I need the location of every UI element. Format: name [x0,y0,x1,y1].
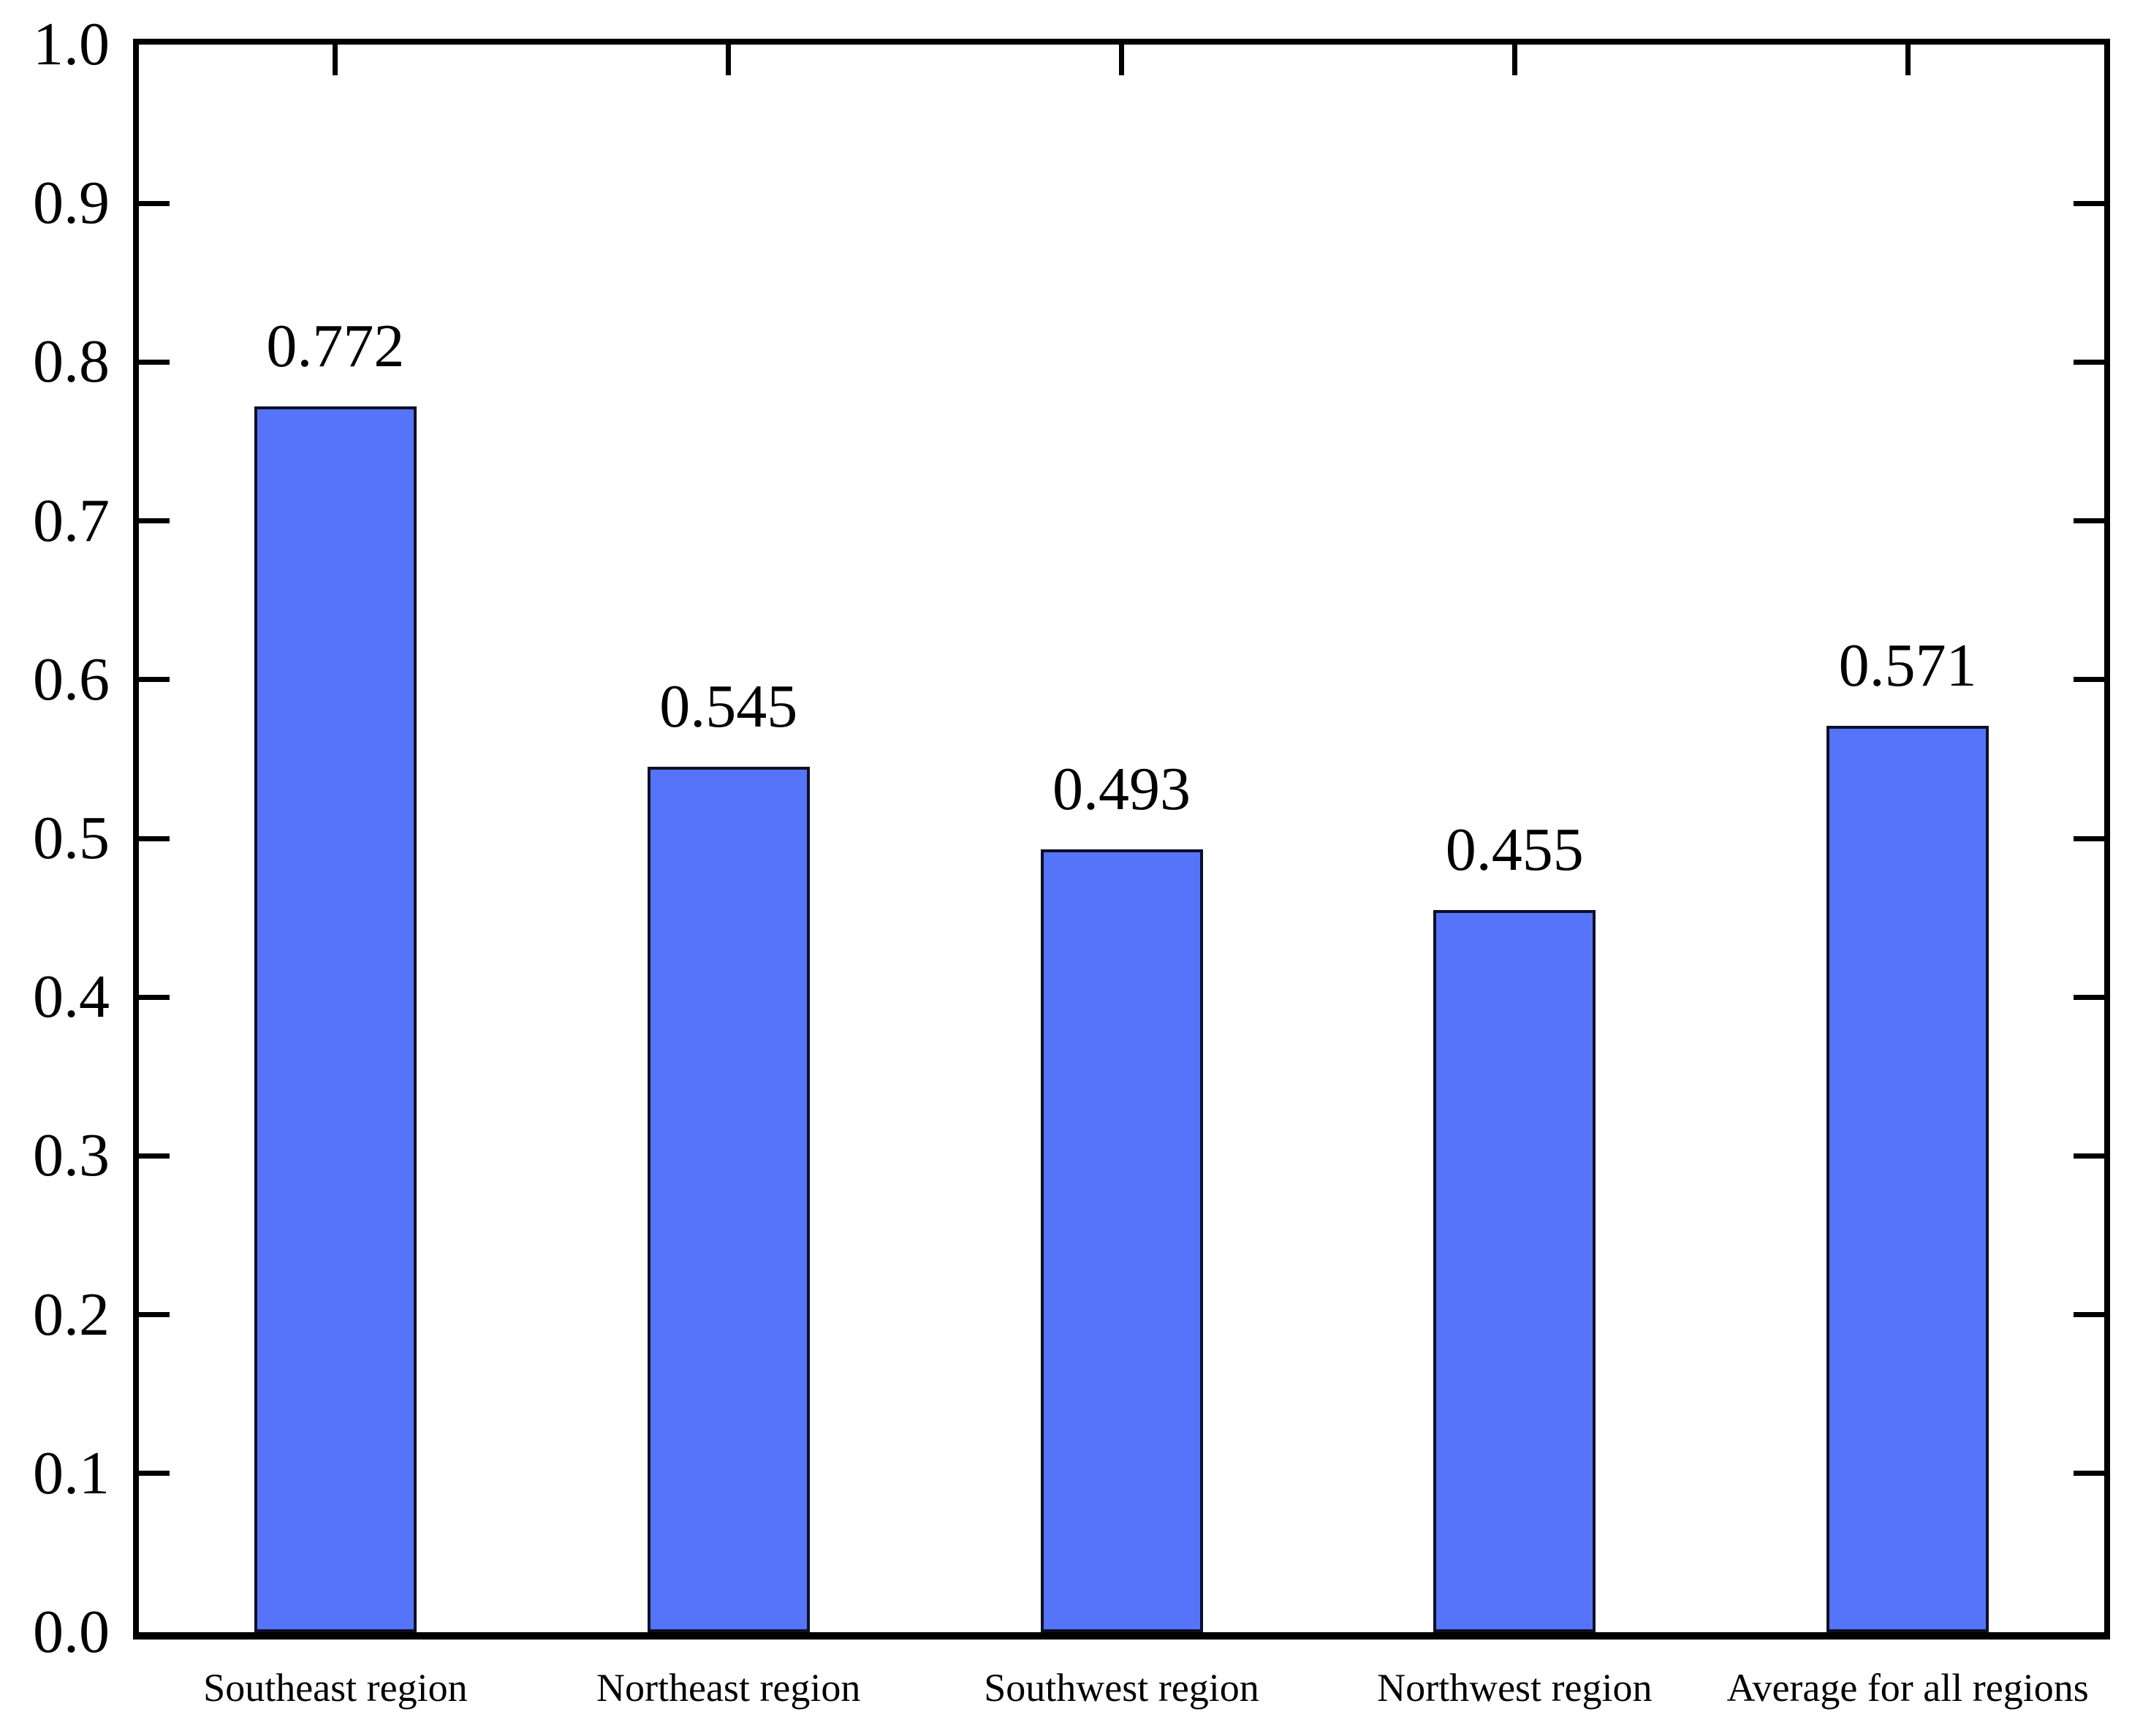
x-axis-top-tick [726,45,732,75]
y-axis-tick-left [139,677,170,683]
y-axis-tick-right [2074,835,2104,841]
y-axis-tick-left [139,1153,170,1159]
y-axis-tick-label: 0.1 [33,1439,110,1507]
bar-average-for-all-regions [1826,725,1989,1632]
y-axis-tick-label: 0.9 [33,169,110,238]
bar-southeast-region [254,406,417,1632]
bar-northeast-region [647,767,810,1632]
bar-value-label-northwest-region: 0.455 [1445,815,1584,884]
y-axis-tick-label: 0.8 [33,327,110,396]
y-axis-tick-label: 0.4 [33,963,110,1031]
bar-value-label-average-for-all-regions: 0.571 [1838,631,1977,700]
x-axis-top-tick [333,45,338,75]
y-axis-tick-right [2074,677,2104,683]
y-axis-tick-label: 0.0 [33,1598,110,1666]
y-axis-tick-label: 1.0 [33,10,110,78]
y-axis-tick-label: 0.7 [33,486,110,555]
y-axis-tick-label: 0.2 [33,1280,110,1349]
y-axis-tick-left [139,1471,170,1477]
x-axis-top-tick [1511,45,1517,75]
y-axis-tick-right [2074,1471,2104,1477]
x-axis-category-label-southeast-region: Southeast region [203,1666,468,1710]
bar-value-label-southwest-region: 0.493 [1052,755,1191,824]
x-axis-top-tick [1905,45,1911,75]
y-axis-tick-label: 0.3 [33,1121,110,1190]
x-axis-category-label-northeast-region: Northeast region [596,1666,861,1710]
y-axis-tick-left [139,994,170,1000]
plot-area: 0.772 0.545 0.493 0.455 0.571 [133,39,2110,1640]
y-axis-tick-left [139,518,170,524]
y-axis-tick-right [2074,1312,2104,1318]
x-axis-category-label-southwest-region: Southwest region [984,1666,1259,1710]
bar-northwest-region [1433,909,1596,1632]
y-axis-tick-right [2074,359,2104,365]
x-axis-top-tick [1119,45,1124,75]
y-axis-tick-right [2074,1153,2104,1159]
y-axis-tick-right [2074,200,2104,206]
y-axis-tick-right [2074,518,2104,524]
y-axis-tick-right [2074,994,2104,1000]
bar-southwest-region [1040,849,1203,1632]
bar-value-label-southeast-region: 0.772 [266,312,405,381]
y-axis-tick-left [139,200,170,206]
y-axis-tick-label: 0.5 [33,804,110,872]
y-axis-tick-left [139,1312,170,1318]
bar-value-label-northeast-region: 0.545 [659,672,798,741]
x-axis-category-label-northwest-region: Northwest region [1377,1666,1653,1710]
y-axis-tick-label: 0.6 [33,645,110,713]
x-axis-category-label-average-for-all-regions: Average for all regions [1726,1666,2089,1710]
y-axis-tick-left [139,359,170,365]
y-axis-tick-left [139,835,170,841]
